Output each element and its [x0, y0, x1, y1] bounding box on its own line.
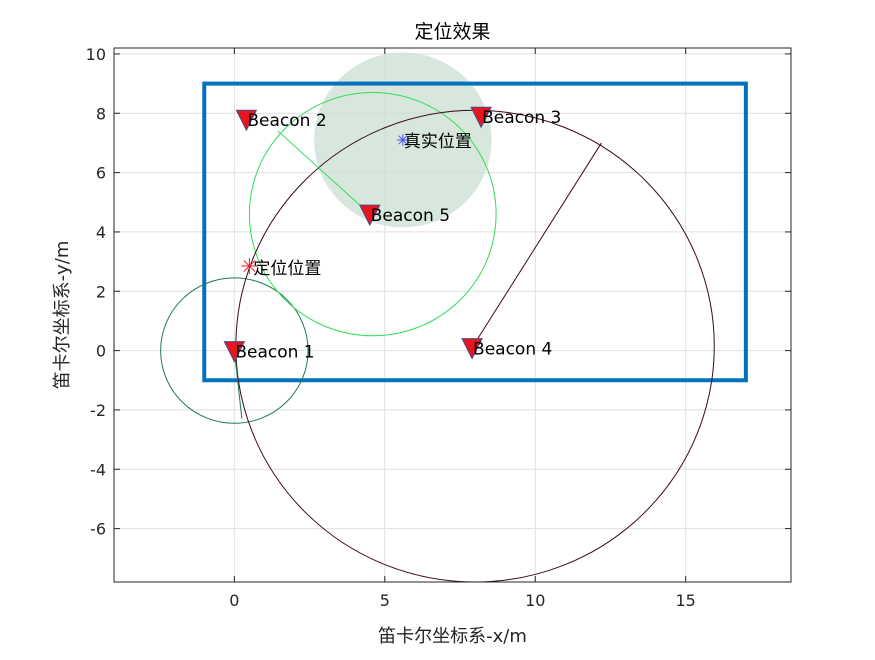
beacon-marker-3 — [470, 106, 492, 129]
beacon-label-2: Beacon 2 — [247, 111, 326, 131]
y-tick-label: -2 — [90, 401, 106, 420]
plot-area — [160, 52, 748, 582]
x-axis-label: 笛卡尔坐标系-x/m — [378, 626, 527, 647]
y-tick-label: 0 — [96, 342, 106, 361]
beacon-marker-4 — [461, 338, 483, 360]
range-circle — [160, 277, 309, 424]
beacon-label-4: Beacon 4 — [473, 340, 552, 360]
x-tick-label: 5 — [380, 591, 390, 610]
estimated-position-marker — [241, 258, 258, 275]
radius-line — [233, 350, 243, 419]
chart-title: 定位效果 — [414, 21, 490, 43]
y-tick-label: 6 — [96, 164, 106, 183]
x-tick-label: 10 — [525, 591, 545, 610]
y-tick-label: 10 — [86, 45, 106, 64]
range-circle — [248, 92, 497, 337]
estimated-position-label: 定位位置 — [253, 259, 321, 279]
estimated-position-stroke — [243, 260, 256, 273]
y-tick-label: -4 — [90, 460, 106, 479]
beacon-marker-2 — [235, 109, 258, 132]
text-labels: Beacon 1 Beacon 2 Beacon 3 Beacon 4 Beacon 5… — [235, 108, 561, 362]
beacon-label-1: Beacon 1 — [235, 343, 314, 363]
beacon-label-3: Beacon 3 — [482, 108, 561, 128]
x-tick-label: 15 — [676, 591, 696, 610]
radius-line — [471, 142, 602, 348]
y-tick-label: 8 — [96, 104, 106, 123]
axes-box — [113, 47, 792, 583]
true-position-marker — [396, 133, 409, 146]
y-tick-label: 4 — [96, 223, 106, 242]
beacon-marker-1 — [223, 341, 246, 363]
beacon-label-5: Beacon 5 — [371, 206, 450, 226]
radius-line — [277, 130, 371, 215]
x-tick-label: 0 — [229, 591, 239, 610]
axis-ticks: 0 5 10 15 -6 -4 -2 0 2 4 6 8 10 — [86, 45, 791, 610]
true-position-label: 真实位置 — [404, 132, 472, 152]
y-tick-label: -6 — [90, 520, 106, 539]
y-axis-label: 笛卡尔坐标系-y/m — [52, 241, 73, 390]
y-tick-label: 2 — [96, 282, 106, 301]
beacon-marker-5 — [358, 204, 381, 227]
boundary-rectangle — [202, 81, 748, 383]
true-position-stroke — [398, 135, 408, 145]
